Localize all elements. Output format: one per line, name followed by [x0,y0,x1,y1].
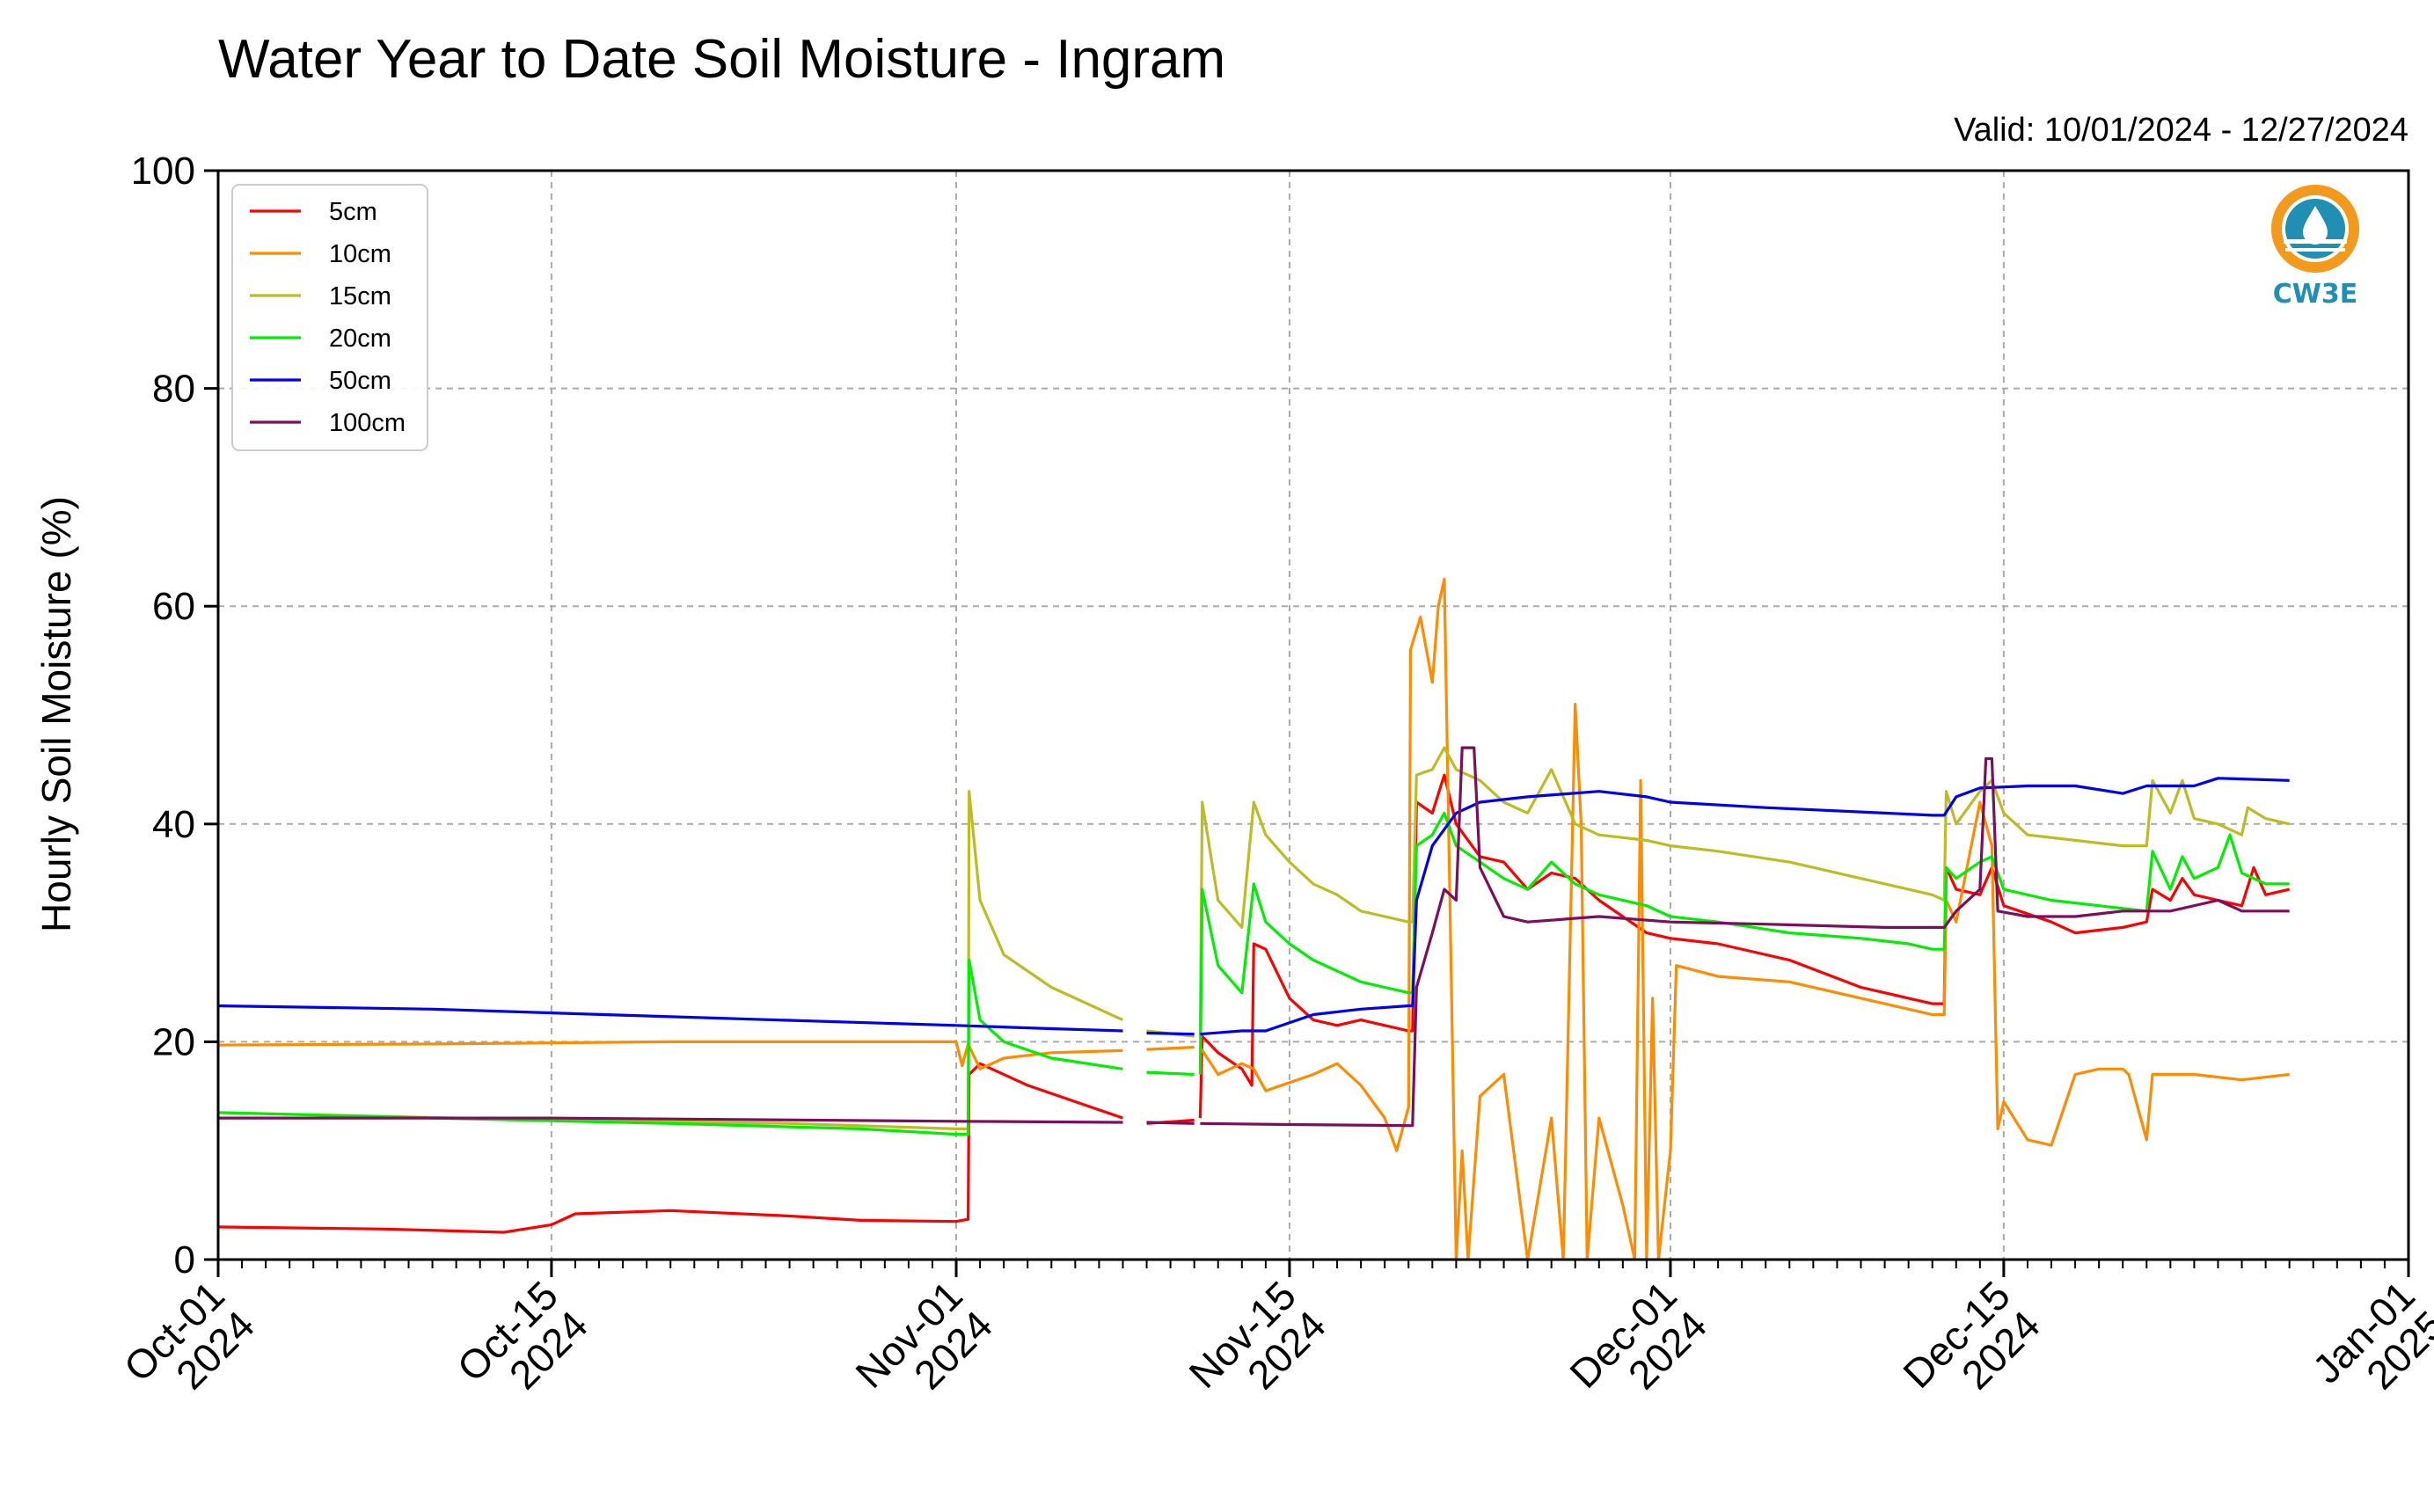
series-line-20cm [1146,1070,1195,1077]
logo-text: CW3E [2273,279,2357,310]
plot-frame [216,169,2410,1261]
grid-lines [218,171,2408,1260]
series-line-10cm [1199,577,2290,1261]
legend-box [231,184,428,451]
x-tick-label: Nov-152024 [1180,1272,1334,1427]
water-drop-icon [2303,206,2328,245]
x-tick-label: Oct-152024 [449,1272,596,1420]
legend-label: 50cm [329,367,391,395]
x-tick-label: Oct-012024 [115,1272,263,1420]
x-tick-label: Dec-152024 [1894,1272,2049,1427]
series-line-50cm [217,1004,1123,1033]
valid-range: Valid: 10/01/2024 - 12/27/2024 [1954,112,2408,149]
legend-label: 15cm [329,282,391,310]
y-tick-label: 0 [174,1238,195,1282]
y-axis-label: Hourly Soil Moisture (%) [33,496,79,932]
y-tick-label: 100 [131,150,195,193]
series-line-5cm [1198,773,2291,1119]
series-line-15cm [1198,746,2291,1037]
chart-title: Water Year to Date Soil Moisture - Ingra… [218,29,1225,90]
y-tick-label: 40 [152,803,195,846]
series-line-20cm [217,958,1123,1136]
legend-label: 10cm [329,240,391,268]
logo-ring [2271,185,2359,273]
y-tick-label: 80 [152,368,195,411]
series-line-100cm [1146,1121,1195,1125]
series-line-20cm [1198,811,2290,1075]
series-line-15cm [217,790,1124,1130]
y-axis-ticks: 0 20 40 60 80 100 [131,150,218,1282]
y-tick-label: 20 [152,1020,195,1063]
series-line-5cm [217,1062,1124,1234]
series-line-100cm [1200,746,2290,1128]
cw3e-logo: CW3E [2271,185,2359,310]
x-tick-label: Jan-012025 [2304,1272,2434,1421]
series-line-100cm [218,1116,1123,1124]
legend-label: 100cm [329,409,406,437]
series-line-50cm [1200,777,2290,1036]
series-line-10cm [217,1040,1123,1070]
series-line-10cm [1146,1046,1195,1051]
logo-wave-2 [2285,248,2345,252]
x-tick-label: Nov-012024 [846,1272,1001,1427]
series-lines [217,577,2291,1261]
legend-label: 5cm [329,198,377,226]
x-axis-ticks: Oct-012024 Oct-152024 Nov-012024 Nov-152024… [115,1260,2434,1427]
legend: 5cm 10cm 15cm 20cm 50cm 100cm [231,184,428,451]
x-tick-label: Dec-012024 [1561,1272,1715,1427]
legend-label: 20cm [329,325,391,353]
y-tick-label: 60 [152,585,195,628]
